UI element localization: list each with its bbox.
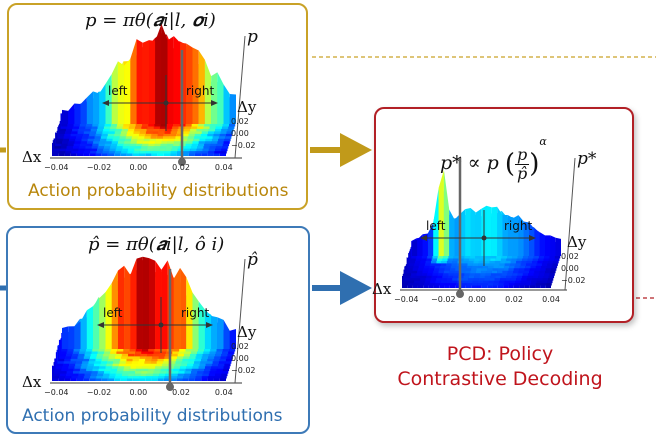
bottom-caption: Action probability distributions [22, 406, 283, 426]
x-tick-label: −0.04 [44, 388, 69, 397]
x-tick-label: −0.02 [87, 163, 112, 172]
axis-p-label: p* [577, 149, 597, 169]
pcd-title: PCD: Policy Contrastive Decoding [380, 342, 620, 392]
x-tick-label: 0.00 [129, 388, 147, 397]
axis-p-label: p̂ [247, 250, 258, 270]
axis-dy-label: Δy [237, 323, 257, 341]
right-label: right [504, 219, 532, 233]
pcd-formula: p* ∝ p ( p p̂ )α [440, 135, 547, 183]
x-tick-label: 0.02 [172, 388, 190, 397]
pcd-formula-exp: α [539, 135, 547, 148]
y-tick-label: 0.00 [231, 129, 249, 138]
right-label: right [186, 84, 214, 98]
axes [50, 258, 246, 391]
x-tick-label: −0.02 [431, 295, 456, 304]
x-tick-label: −0.04 [394, 295, 419, 304]
axes [50, 35, 246, 166]
y-tick-label: 0.00 [231, 354, 249, 363]
pcd-formula-num: p [514, 144, 530, 165]
pcd-formula-den: p̂ [516, 163, 528, 183]
x-tick-label: 0.02 [505, 295, 523, 304]
top-formula: p = πθ(𝒂i|l, 𝒐i) [85, 10, 216, 31]
axis-dy-label: Δy [567, 233, 587, 251]
x-tick-label: 0.00 [468, 295, 486, 304]
left-label: left [426, 219, 446, 233]
x-tick-label: −0.02 [87, 388, 112, 397]
axis-p-label: p [247, 27, 258, 47]
right-label: right [181, 306, 209, 320]
axis-dx-label: Δx [22, 373, 42, 391]
x-tick-label: 0.02 [172, 163, 190, 172]
surface [402, 170, 561, 288]
left-label: left [108, 84, 128, 98]
axes [400, 157, 576, 298]
y-tick-label: 0.02 [561, 252, 579, 261]
axis-dx-label: Δx [372, 280, 392, 298]
top-caption: Action probability distributions [28, 181, 289, 201]
pcd-title-line1: PCD: Policy [446, 343, 554, 365]
x-tick-label: 0.04 [215, 388, 233, 397]
y-tick-label: −0.02 [561, 276, 586, 285]
y-tick-label: −0.02 [231, 366, 256, 375]
left-label: left [103, 306, 123, 320]
axis-dy-label: Δy [237, 98, 257, 116]
pcd-formula-lhs: p* ∝ p [440, 152, 499, 174]
x-tick-label: 0.04 [215, 163, 233, 172]
axis-dx-label: Δx [22, 148, 42, 166]
x-tick-label: 0.04 [542, 295, 560, 304]
pcd-title-line2: Contrastive Decoding [397, 368, 603, 390]
y-tick-label: −0.02 [231, 141, 256, 150]
y-tick-label: 0.02 [231, 342, 249, 351]
y-tick-label: 0.00 [561, 264, 579, 273]
x-tick-label: −0.04 [44, 163, 69, 172]
x-tick-label: 0.00 [129, 163, 147, 172]
bottom-formula: p̂ = πθ(𝒂i|l, ô i) [88, 234, 225, 255]
y-tick-label: 0.02 [231, 117, 249, 126]
